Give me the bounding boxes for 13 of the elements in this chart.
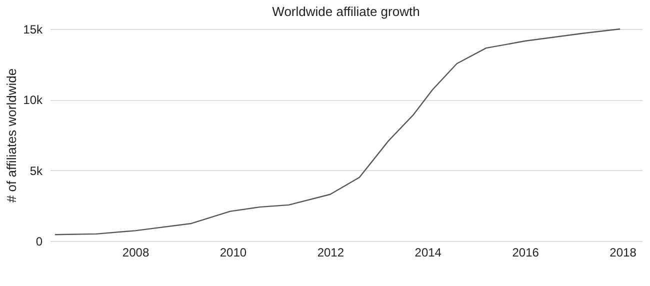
y-axis-title: # of affiliates worldwide <box>4 68 20 203</box>
x-tick-label: 2016 <box>512 246 540 260</box>
x-tick-label: 2018 <box>610 246 637 260</box>
x-tick-label: 2014 <box>414 246 442 260</box>
x-tick-label: 2008 <box>122 246 150 260</box>
y-tick-label: 15k <box>23 22 44 36</box>
y-tick-label: 10k <box>23 93 44 108</box>
y-tick-label: 0 <box>36 234 43 248</box>
chart-title: Worldwide affiliate growth <box>272 4 420 19</box>
line-series <box>54 28 621 236</box>
x-tick-label: 2012 <box>317 246 344 260</box>
y-tick-label: 5k <box>30 164 44 178</box>
x-tick-label: 2010 <box>220 246 247 260</box>
